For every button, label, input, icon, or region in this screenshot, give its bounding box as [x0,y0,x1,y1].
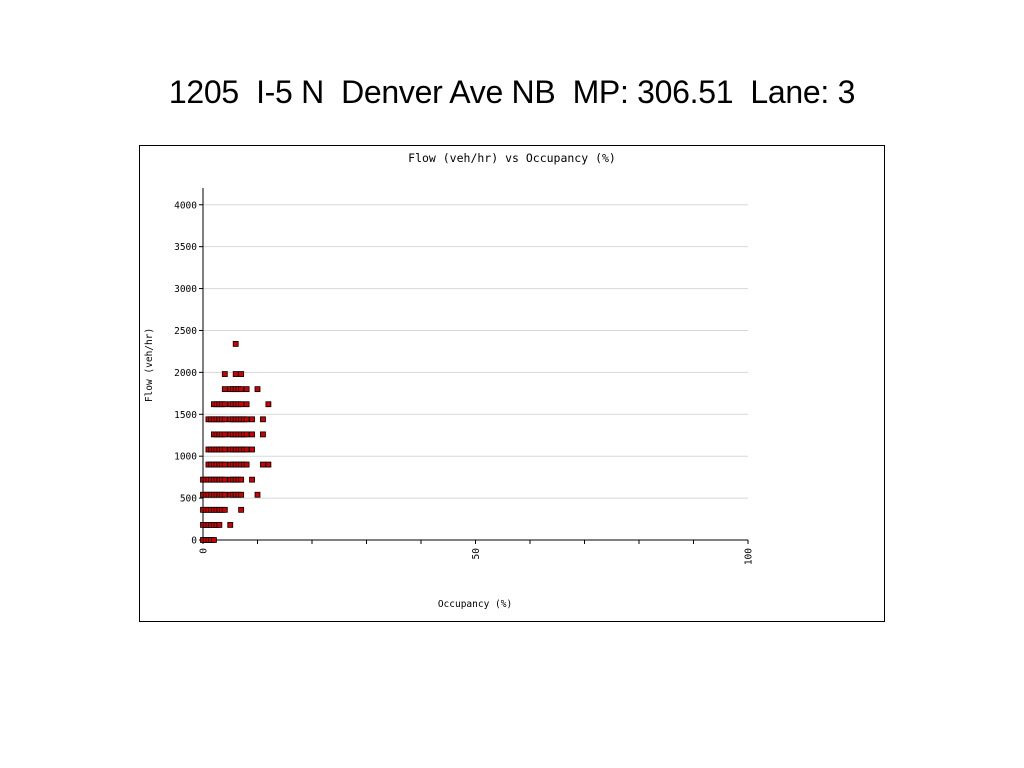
data-point [238,476,245,483]
y-tick-label: 2000 [174,368,197,379]
data-point [243,401,250,408]
data-point [227,522,234,528]
data-point [238,386,245,393]
data-point [211,537,217,543]
y-tick-label: 3500 [174,242,197,253]
data-point [249,446,255,453]
data-point [243,416,250,423]
data-points [200,340,272,543]
x-tick-labels: 0 50 100 [199,548,755,565]
data-point [221,491,228,498]
data-point [260,461,266,468]
data-point [238,371,245,377]
data-point [243,431,250,438]
y-tick-label: 0 [191,536,197,547]
data-point [260,431,266,438]
data-point [216,522,223,528]
data-point [221,386,228,393]
y-tick-label: 3000 [174,284,197,295]
data-point [221,416,228,423]
y-tick-label: 4000 [174,200,197,211]
grid-lines [203,204,748,499]
y-tick-label: 1000 [174,452,197,463]
data-point [238,401,245,408]
data-point [249,476,255,483]
data-point [221,476,228,483]
y-tick-label: 1500 [174,410,197,421]
data-point [260,416,266,423]
x-tick-label: 100 [744,548,755,565]
slide-title: 1205 I-5 N Denver Ave NB MP: 306.51 Lane… [168,74,856,110]
x-axis-label: Occupancy (%) [438,599,512,610]
data-point [243,386,250,393]
data-point [265,461,272,468]
chart-frame: Flow (veh/hr) vs Occupancy (%) 0 500 1000 1… [139,145,885,622]
data-point [254,386,261,393]
data-point [238,506,245,513]
data-point [221,431,228,438]
x-tick-label: 50 [471,548,482,560]
scatter-chart: Flow (veh/hr) vs Occupancy (%) 050010001… [144,151,755,610]
x-tick-label: 0 [199,548,210,554]
data-point [232,371,239,377]
data-point [265,401,272,408]
data-point [249,431,255,438]
data-point [238,491,245,498]
axes [199,188,749,544]
y-axis-label: Flow (veh/hr) [144,328,155,402]
data-point [221,446,228,453]
y-tick-label: 500 [180,494,197,505]
data-point [243,446,250,453]
data-point [221,506,228,513]
data-point [243,461,250,468]
data-point [221,401,228,408]
data-point [232,340,239,347]
y-tick-label: 2500 [174,326,197,337]
data-point [249,416,255,423]
data-point [254,491,261,498]
y-tick-labels: 0 500 1000 1500 2000 2500 3000 3500 4000 [174,200,197,546]
data-point [221,371,228,377]
chart-title: Flow (veh/hr) vs Occupancy (%) [408,151,616,165]
data-point [221,461,228,468]
